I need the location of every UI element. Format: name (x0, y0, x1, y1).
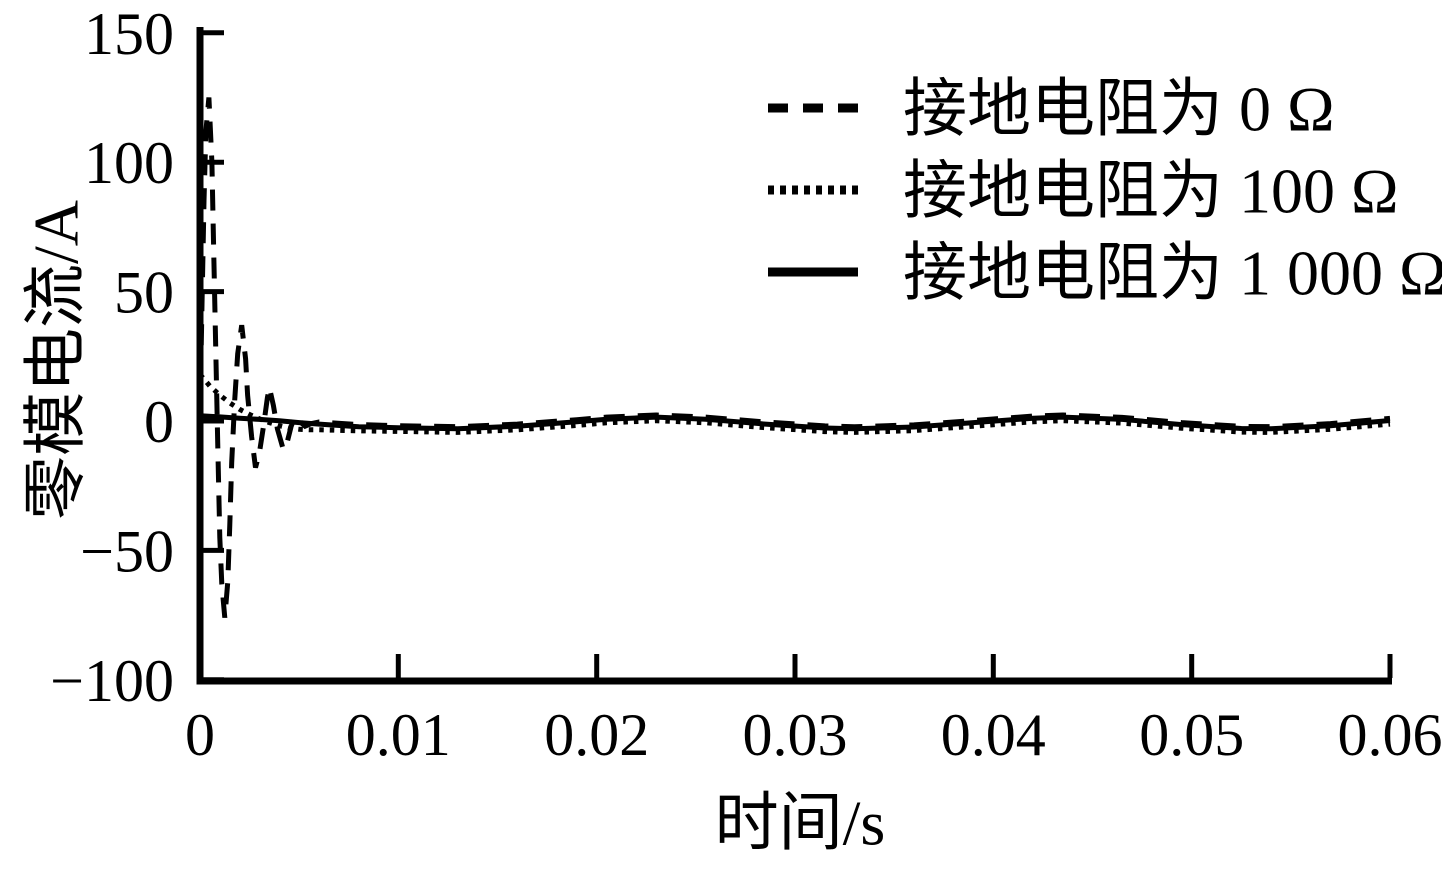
x-tick-label: 0.01 (346, 702, 451, 768)
x-tick-label: 0.03 (743, 702, 848, 768)
x-tick-label: 0 (185, 702, 215, 768)
legend-label-1000-ohm: 接地电阻为 1 000 Ω (903, 237, 1442, 308)
x-axis-ticks (395, 654, 1393, 678)
y-tick-labels: 150 100 50 0 −50 −100 (50, 1, 174, 714)
y-tick-label: −100 (50, 648, 174, 714)
x-tick-label: 0.02 (544, 702, 649, 768)
y-tick-label: 150 (84, 1, 174, 67)
series-line-1000-ohm (199, 413, 1391, 432)
legend: 接地电阻为 0 Ω 接地电阻为 100 Ω 接地电阻为 1 000 Ω (768, 73, 1442, 308)
y-tick-label: −50 (80, 518, 174, 584)
axes-spines (196, 27, 1392, 685)
x-axis-label: 时间/s (715, 787, 886, 858)
y-tick-label: 100 (84, 130, 174, 196)
y-axis-label: 零模电流/A (20, 200, 91, 520)
x-tick-labels: 0 0.01 0.02 0.03 0.04 0.05 0.06 (185, 702, 1442, 768)
x-tick-label: 0.05 (1139, 702, 1244, 768)
y-tick-label: 50 (114, 260, 174, 326)
y-tick-label: 0 (144, 389, 174, 455)
legend-label-0-ohm: 接地电阻为 0 Ω (903, 73, 1335, 144)
x-tick-label: 0.04 (941, 702, 1046, 768)
x-tick-label: 0.06 (1338, 702, 1442, 768)
series-lines (197, 97, 1391, 618)
legend-label-100-ohm: 接地电阻为 100 Ω (903, 155, 1399, 226)
